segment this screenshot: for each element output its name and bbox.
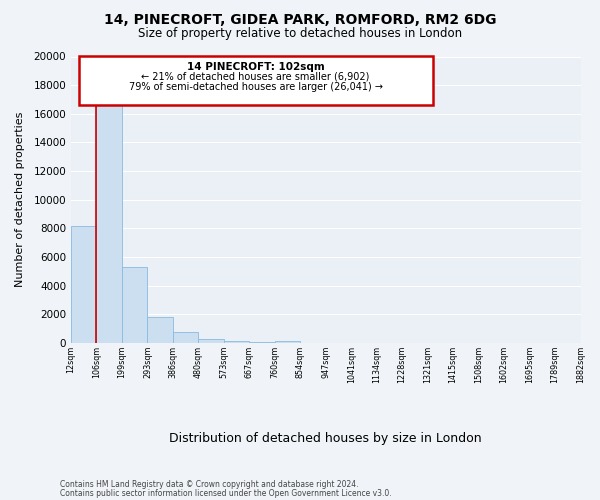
Text: Contains HM Land Registry data © Crown copyright and database right 2024.: Contains HM Land Registry data © Crown c… (60, 480, 359, 489)
Bar (173, 332, 199, 343)
Bar (275, 342, 300, 343)
Text: Size of property relative to detached houses in London: Size of property relative to detached ho… (138, 28, 462, 40)
Bar (122, 267, 148, 343)
Text: ← 21% of detached houses are smaller (6,902): ← 21% of detached houses are smaller (6,… (142, 72, 370, 82)
Text: 14 PINECROFT: 102sqm: 14 PINECROFT: 102sqm (187, 62, 325, 72)
Bar (224, 340, 249, 343)
Bar (97, 105, 122, 343)
Text: 79% of semi-detached houses are larger (26,041) →: 79% of semi-detached houses are larger (… (128, 82, 383, 92)
Bar (71, 226, 97, 343)
Bar (148, 316, 173, 343)
X-axis label: Distribution of detached houses by size in London: Distribution of detached houses by size … (169, 432, 482, 445)
Bar (249, 342, 275, 343)
Bar (79, 56, 433, 105)
Bar (199, 339, 224, 343)
Y-axis label: Number of detached properties: Number of detached properties (15, 112, 25, 288)
Text: Contains public sector information licensed under the Open Government Licence v3: Contains public sector information licen… (60, 490, 392, 498)
Text: 14, PINECROFT, GIDEA PARK, ROMFORD, RM2 6DG: 14, PINECROFT, GIDEA PARK, ROMFORD, RM2 … (104, 12, 496, 26)
